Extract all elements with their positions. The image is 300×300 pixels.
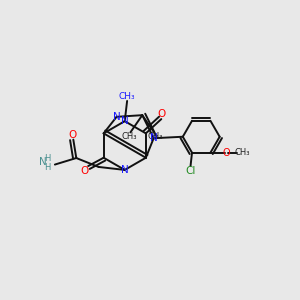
Text: CH₃: CH₃ [122,132,137,141]
Text: H: H [45,163,51,172]
Text: N: N [121,165,129,175]
Text: O: O [223,148,230,158]
Text: H: H [45,154,51,163]
Text: O: O [80,166,89,176]
Text: N: N [113,112,121,122]
Text: CH₃: CH₃ [148,132,163,141]
Text: CH₃: CH₃ [119,92,135,101]
Text: N: N [121,116,129,126]
Text: N: N [150,133,158,143]
Text: O: O [68,130,76,140]
Text: O: O [157,109,165,119]
Text: Cl: Cl [185,166,196,176]
Text: N: N [38,157,46,167]
Text: CH₃: CH₃ [235,148,250,157]
